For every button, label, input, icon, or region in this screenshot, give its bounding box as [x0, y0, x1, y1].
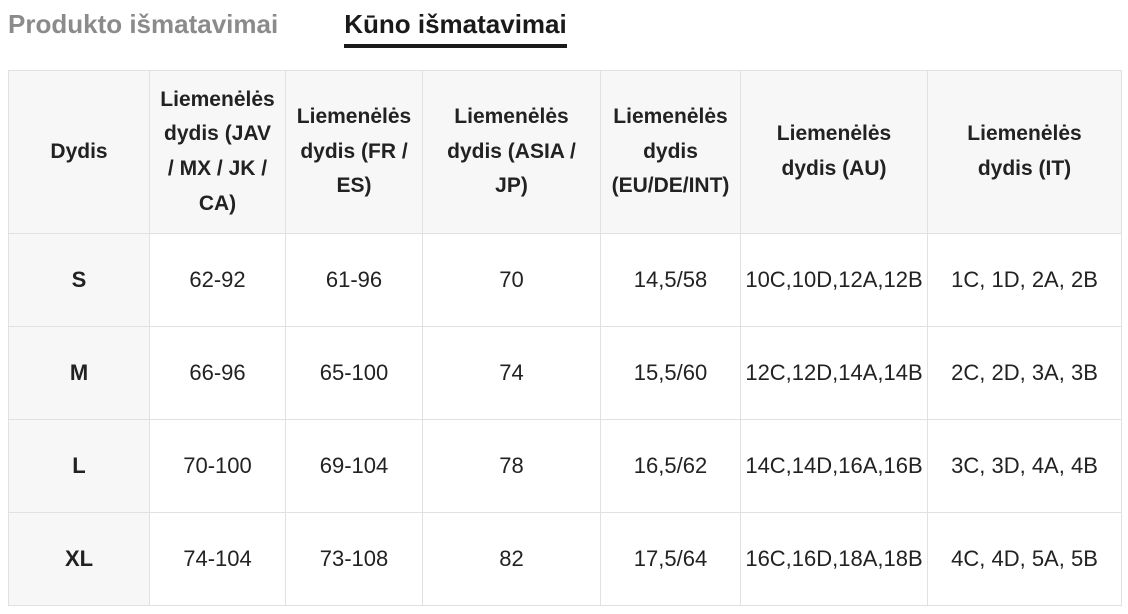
row-size-label: S — [8, 232, 150, 327]
size-table-body: S 62-92 61-96 70 14,5/58 10C,10D,12A,12B 1C, 1… — [8, 232, 1122, 606]
size-value-cell: 69-104 — [285, 418, 423, 513]
size-chart-table: Dydis Liemenėlės dydis (JAV / MX / JK / C… — [8, 69, 1122, 606]
size-value-cell: 73-108 — [285, 511, 423, 606]
table-row: XL 74-104 73-108 82 17,5/64 16C,16D,18A,18B 4C… — [8, 511, 1122, 606]
tab-product-measurements[interactable]: Produkto išmatavimai — [8, 9, 279, 39]
column-header: Liemenėlės dydis (AU) — [740, 69, 928, 234]
size-value-cell: 66-96 — [149, 325, 286, 420]
size-value-cell: 14C,14D,16A,16B — [740, 418, 928, 513]
size-value-cell: 2C, 2D, 3A, 3B — [927, 325, 1122, 420]
table-row: S 62-92 61-96 70 14,5/58 10C,10D,12A,12B 1C, 1… — [8, 232, 1122, 327]
table-row: L 70-100 69-104 78 16,5/62 14C,14D,16A,16B 3C,… — [8, 418, 1122, 513]
size-value-cell: 12C,12D,14A,14B — [740, 325, 928, 420]
size-value-cell: 70 — [422, 232, 601, 327]
column-header: Liemenėlės dydis (ASIA / JP) — [422, 69, 601, 234]
size-value-cell: 74 — [422, 325, 601, 420]
row-size-label: L — [8, 418, 150, 513]
row-size-label: XL — [8, 511, 150, 606]
column-header: Liemenėlės dydis (JAV / MX / JK / CA) — [149, 69, 286, 234]
size-value-cell: 82 — [422, 511, 601, 606]
measurement-tabs: Produkto išmatavimai Kūno išmatavimai — [8, 9, 1128, 48]
size-value-cell: 1C, 1D, 2A, 2B — [927, 232, 1122, 327]
size-value-cell: 17,5/64 — [600, 511, 741, 606]
column-header: Liemenėlės dydis (IT) — [927, 69, 1122, 234]
header-row: Dydis Liemenėlės dydis (JAV / MX / JK / C… — [8, 69, 1122, 234]
row-size-label: M — [8, 325, 150, 420]
size-value-cell: 15,5/60 — [600, 325, 741, 420]
size-value-cell: 70-100 — [149, 418, 286, 513]
size-value-cell: 61-96 — [285, 232, 423, 327]
size-value-cell: 78 — [422, 418, 601, 513]
size-value-cell: 74-104 — [149, 511, 286, 606]
size-value-cell: 14,5/58 — [600, 232, 741, 327]
size-value-cell: 16,5/62 — [600, 418, 741, 513]
column-header: Liemenėlės dydis (FR / ES) — [285, 69, 423, 234]
size-value-cell: 4C, 4D, 5A, 5B — [927, 511, 1122, 606]
column-header: Dydis — [8, 69, 150, 234]
size-value-cell: 62-92 — [149, 232, 286, 327]
size-value-cell: 10C,10D,12A,12B — [740, 232, 928, 327]
size-value-cell: 3C, 3D, 4A, 4B — [927, 418, 1122, 513]
size-value-cell: 65-100 — [285, 325, 423, 420]
column-header: Liemenėlės dydis (EU/DE/INT) — [600, 69, 741, 234]
table-row: M 66-96 65-100 74 15,5/60 12C,12D,14A,14B 2C, … — [8, 325, 1122, 420]
size-value-cell: 16C,16D,18A,18B — [740, 511, 928, 606]
tab-body-measurements[interactable]: Kūno išmatavimai — [344, 9, 567, 48]
